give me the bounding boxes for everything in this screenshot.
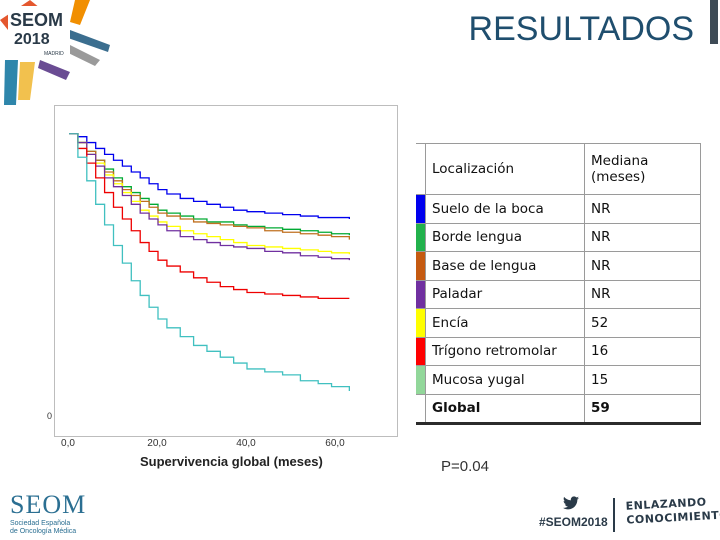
p-value-label: P=0.04 — [441, 458, 489, 475]
color-swatch — [416, 251, 426, 281]
x-tick-label: 60,0 — [325, 438, 345, 449]
header-localizacion: Localización — [425, 143, 585, 195]
survival-curve-5 — [69, 133, 350, 300]
table-row: Encía 52 — [416, 308, 701, 338]
kaplan-meier-chart — [69, 133, 350, 392]
logo-seom: SEOM — [10, 10, 63, 30]
table-row: Paladar NR — [416, 279, 701, 309]
color-swatch — [416, 222, 426, 252]
row-localizacion: Suelo de la boca — [425, 194, 585, 224]
row-localizacion: Mucosa yugal — [425, 365, 585, 395]
table-row: Mucosa yugal 15 — [416, 365, 701, 395]
table-row: Suelo de la boca NR — [416, 194, 701, 224]
row-mediana: NR — [584, 194, 701, 224]
global-swatch — [416, 393, 426, 425]
x-tick-label: 0,0 — [61, 438, 75, 449]
table-row: Base de lengua NR — [416, 251, 701, 281]
color-swatch — [416, 279, 426, 309]
x-tick-label: 20,0 — [147, 438, 167, 449]
x-tick-label: 40,0 — [236, 438, 256, 449]
logo-graphic: SEOM 2018 MADRID — [0, 0, 110, 105]
title-accent-bar — [710, 0, 718, 44]
row-localizacion: Trígono retromolar — [425, 336, 585, 366]
logo-year: 2018 — [14, 31, 50, 48]
color-swatch — [416, 308, 426, 338]
row-mediana: NR — [584, 251, 701, 281]
row-localizacion: Paladar — [425, 279, 585, 309]
twitter-icon — [563, 496, 579, 510]
logo-city: MADRID — [44, 51, 64, 57]
row-localizacion: Borde lengua — [425, 222, 585, 252]
table-header-row: Localización Mediana (meses) — [416, 143, 701, 195]
row-mediana: 52 — [584, 308, 701, 338]
survival-curve-4 — [69, 133, 350, 261]
row-mediana: NR — [584, 222, 701, 252]
survival-plot-frame — [54, 105, 398, 437]
slide-title: RESULTADOS — [468, 10, 694, 48]
color-swatch — [416, 336, 426, 366]
table-row: Trígono retromolar 16 — [416, 336, 701, 366]
seom-brand-line2: de Oncología Médica — [10, 528, 77, 535]
survival-curve-1 — [69, 133, 350, 236]
global-localizacion: Global — [425, 393, 585, 425]
median-survival-table: Localización Mediana (meses) Suelo de la… — [416, 143, 701, 425]
row-localizacion: Base de lengua — [425, 251, 585, 281]
global-mediana: 59 — [584, 393, 701, 425]
survival-curve-0 — [69, 133, 350, 220]
survival-curve-3 — [69, 133, 350, 255]
slogan: ENLAZANDO CONOCIMIENTO — [625, 494, 720, 527]
table-global-row: Global 59 — [416, 393, 701, 425]
table-row: Borde lengua NR — [416, 222, 701, 252]
table-header-swatch — [416, 143, 426, 195]
x-axis-label: Supervivencia global (meses) — [140, 454, 323, 469]
footer-divider — [613, 498, 615, 532]
survival-curve-6 — [69, 133, 350, 392]
seom-footer-logo: SEOM Sociedad Española de Oncología Médi… — [10, 490, 86, 536]
row-mediana: NR — [584, 279, 701, 309]
header-mediana: Mediana (meses) — [584, 143, 701, 195]
survival-curve-2 — [69, 133, 350, 240]
color-swatch — [416, 194, 426, 224]
color-swatch — [416, 365, 426, 395]
row-mediana: 15 — [584, 365, 701, 395]
seom-2018-logo: SEOM 2018 MADRID — [0, 0, 110, 110]
y-tick-label: 0 — [47, 411, 53, 421]
seom-brand-line1: Sociedad Española — [10, 520, 71, 527]
hashtag: #SEOM2018 — [539, 515, 608, 529]
seom-brand: SEOM — [10, 490, 87, 519]
row-localizacion: Encía — [425, 308, 585, 338]
row-mediana: 16 — [584, 336, 701, 366]
